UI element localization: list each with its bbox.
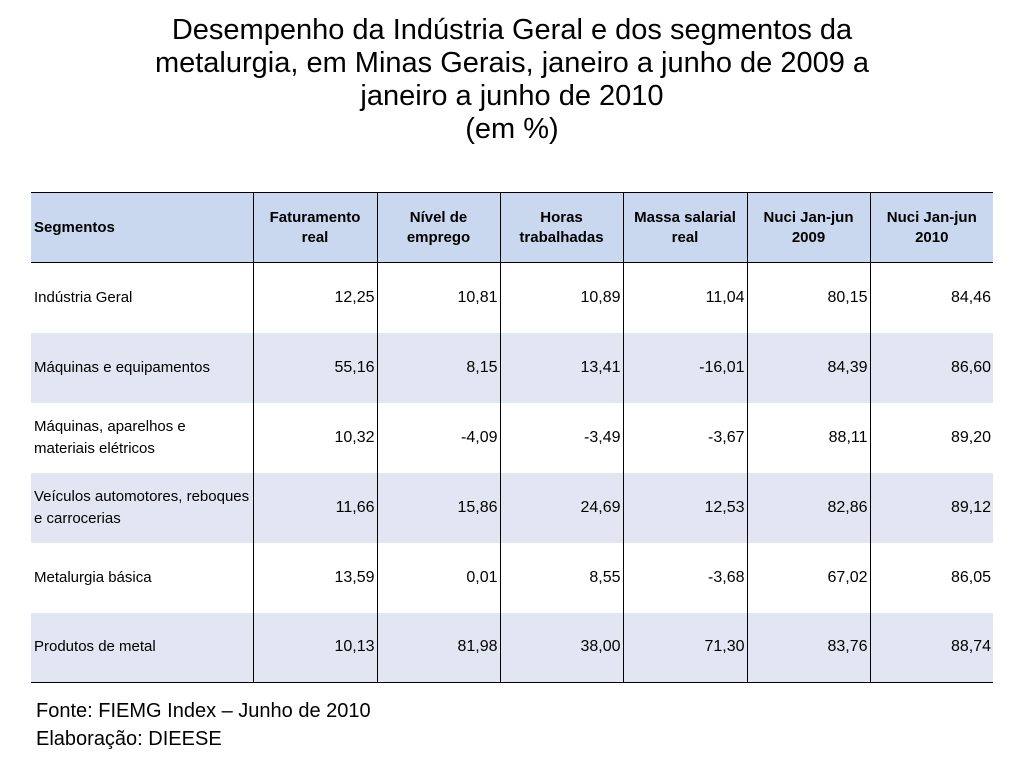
value-cell: 86,60 [869,332,993,403]
column-header-massa-salarial: Massa salarial real [622,192,747,263]
value-cell: 10,13 [252,612,377,683]
value-cell: 71,30 [622,612,747,683]
source-elaboracao: Elaboração: DIEESE [36,728,222,750]
value-cell: 83,76 [746,612,870,683]
value-cell: 88,11 [746,402,870,473]
value-cell: 82,86 [746,472,870,543]
value-cell: -3,68 [622,542,747,613]
column-header-nivel-emprego: Nível de emprego [376,192,500,263]
column-header-faturamento: Faturamento real [252,192,377,263]
value-cell: -4,09 [376,402,500,473]
value-cell: 24,69 [499,472,623,543]
value-cell: 8,15 [376,332,500,403]
title-line-3: janeiro a junho de 2010 [360,80,664,112]
value-cell: 11,66 [252,472,377,543]
value-cell: 84,39 [746,332,870,403]
column-header-horas: Horas trabalhadas [499,192,623,263]
table-row: Produtos de metal 10,13 81,98 38,00 71,3… [31,612,993,683]
column-header-nuci-2009: Nuci Jan-jun 2009 [746,192,870,263]
value-cell: -16,01 [622,332,747,403]
segment-cell: Máquinas, aparelhos e materiais elétrico… [34,417,186,457]
table-row: Máquinas e equipamentos 55,16 8,15 13,41… [31,332,993,403]
page-title: Desempenho da Indústria Geral e dos segm… [40,14,984,146]
segment-cell: Metalurgia básica [34,568,152,586]
value-cell: 38,00 [499,612,623,683]
value-cell: -3,67 [622,402,747,473]
column-header-nuci-2010: Nuci Jan-jun 2010 [869,192,993,263]
value-cell: 13,59 [252,542,377,613]
segment-cell: Máquinas e equipamentos [34,358,210,376]
value-cell: 11,04 [622,262,747,333]
column-header-segmentos: Segmentos [31,192,253,263]
title-line-1: Desempenho da Indústria Geral e dos segm… [171,14,853,46]
value-cell: 10,89 [499,262,623,333]
segment-cell: Produtos de metal [31,612,253,683]
value-cell: 13,41 [499,332,623,403]
value-cell: 10,81 [376,262,500,333]
table-row: Indústria Geral 12,25 10,81 10,89 11,04 … [31,262,993,333]
data-table: Segmentos Faturamento real Nível de empr… [31,192,993,683]
value-cell: 81,98 [376,612,500,683]
source-fonte: Fonte: FIEMG Index – Junho de 2010 [36,700,371,722]
value-cell: 12,53 [622,472,747,543]
value-cell: 10,32 [252,402,377,473]
segment-cell: Indústria Geral [34,288,133,306]
value-cell: -3,49 [499,402,623,473]
value-cell: 67,02 [746,542,870,613]
table-header-row: Segmentos Faturamento real Nível de empr… [31,192,993,263]
title-line-2: metalurgia, em Minas Gerais, janeiro a j… [154,47,870,79]
value-cell: 0,01 [376,542,500,613]
title-unit: (em %) [465,113,559,145]
value-cell: 84,46 [869,262,993,333]
table-row: Máquinas, aparelhos e materiais elétrico… [31,402,993,473]
value-cell: 15,86 [376,472,500,543]
value-cell: 80,15 [746,262,870,333]
value-cell: 88,74 [869,612,993,683]
table-row: Veículos automotores, reboques e carroce… [31,472,993,543]
value-cell: 8,55 [499,542,623,613]
value-cell: 89,12 [869,472,993,543]
value-cell: 89,20 [869,402,993,473]
value-cell: 86,05 [869,542,993,613]
source-note: Fonte: FIEMG Index – Junho de 2010 Elabo… [36,697,371,753]
segment-cell: Veículos automotores, reboques e carroce… [34,487,250,527]
value-cell: 55,16 [252,332,377,403]
value-cell: 12,25 [252,262,377,333]
table-row: Metalurgia básica 13,59 0,01 8,55 -3,68 … [31,542,993,613]
